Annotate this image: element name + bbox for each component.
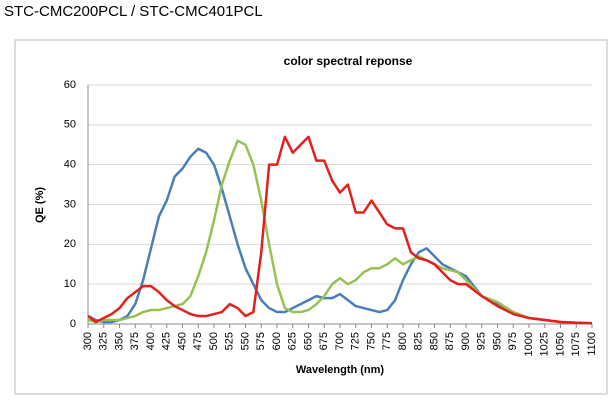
x-tick-label: 575 <box>255 332 267 350</box>
x-tick-label: 775 <box>381 332 393 350</box>
x-tick-label: 1050 <box>554 332 566 356</box>
x-tick-label: 300 <box>82 332 94 350</box>
x-tick-label: 975 <box>507 332 519 350</box>
x-tick-label: 400 <box>145 332 157 350</box>
x-tick-label: 325 <box>98 332 110 350</box>
x-tick-label: 450 <box>176 332 188 350</box>
y-tick-label: 10 <box>64 278 76 290</box>
y-tick-label: 60 <box>64 79 76 91</box>
x-tick-label: 825 <box>413 332 425 350</box>
x-tick-label: 700 <box>334 332 346 350</box>
x-tick-label: 500 <box>208 332 220 350</box>
x-axis-label: Wavelength (nm) <box>296 364 385 376</box>
x-tick-label: 925 <box>476 332 488 350</box>
x-tick-label: 550 <box>239 332 251 350</box>
x-tick-label: 750 <box>365 332 377 350</box>
x-tick-label: 1025 <box>539 332 551 356</box>
x-tick-label: 875 <box>444 332 456 350</box>
x-tick-label: 650 <box>302 332 314 350</box>
x-tick-label: 625 <box>287 332 299 350</box>
y-axis-label: QE (%) <box>34 187 46 223</box>
x-tick-label: 600 <box>271 332 283 350</box>
chart-title: color spectral reponse <box>284 54 413 68</box>
page-title: STC-CMC200PCL / STC-CMC401PCL <box>4 3 263 20</box>
x-tick-label: 725 <box>350 332 362 350</box>
chart-frame <box>14 39 608 395</box>
x-tick-label: 525 <box>224 332 236 350</box>
x-tick-label: 800 <box>397 332 409 350</box>
x-tick-label: 1100 <box>586 332 598 356</box>
y-tick-label: 40 <box>64 159 76 171</box>
series-line <box>87 135 593 325</box>
x-tick-label: 475 <box>192 332 204 350</box>
y-tick-label: 0 <box>70 318 76 330</box>
series-line <box>87 139 593 325</box>
x-tick-label: 350 <box>113 332 125 350</box>
x-tick-label: 675 <box>318 332 330 350</box>
y-tick-label: 20 <box>64 238 76 250</box>
y-tick-label: 30 <box>64 198 76 210</box>
x-tick-label: 375 <box>129 332 141 350</box>
x-tick-label: 425 <box>161 332 173 350</box>
x-tick-label: 900 <box>460 332 472 350</box>
x-tick-label: 950 <box>491 332 503 350</box>
x-tick-label: 1075 <box>570 332 582 356</box>
y-tick-label: 50 <box>64 119 76 131</box>
x-tick-label: 850 <box>428 332 440 350</box>
x-tick-label: 1000 <box>523 332 535 356</box>
